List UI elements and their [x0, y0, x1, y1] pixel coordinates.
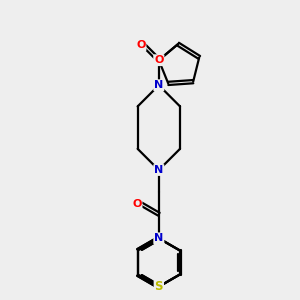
Text: S: S — [154, 280, 163, 293]
Text: N: N — [154, 233, 164, 243]
Text: O: O — [132, 199, 142, 208]
Text: N: N — [154, 80, 164, 90]
Text: O: O — [136, 40, 146, 50]
Text: O: O — [154, 55, 164, 65]
Text: N: N — [154, 165, 164, 175]
